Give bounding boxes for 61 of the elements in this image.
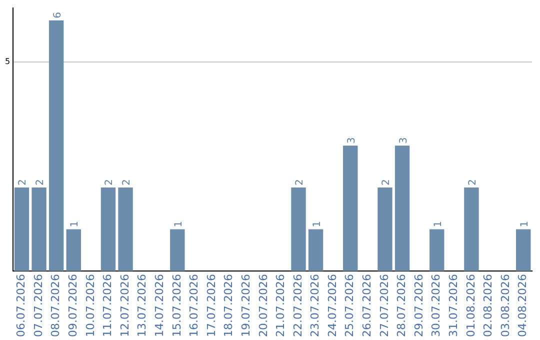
x-tick-label: 02.08.2026 — [482, 274, 495, 338]
data-label: 2 — [122, 179, 133, 186]
x-tick-label: 09.07.2026 — [66, 274, 80, 338]
x-tick-label: 22.07.2026 — [291, 274, 304, 338]
data-label: 1 — [70, 220, 81, 228]
bar — [66, 229, 81, 272]
x-tick-label: 19.07.2026 — [239, 274, 252, 338]
data-label: 1 — [312, 220, 323, 228]
x-tick-label: 25.07.2026 — [343, 274, 356, 338]
x-tick-label: 13.07.2026 — [136, 274, 149, 338]
x-tick-label: 07.07.2026 — [32, 274, 45, 338]
x-tick-label: 31.07.2026 — [447, 274, 460, 338]
x-tick-label: 15.07.2026 — [170, 274, 184, 338]
data-label: 3 — [346, 137, 358, 144]
y-tick-label: 5 — [4, 57, 10, 66]
data-label: 2 — [467, 179, 478, 186]
bar — [170, 229, 185, 272]
x-tick-label: 24.07.2026 — [326, 274, 339, 338]
data-label: 2 — [294, 179, 306, 186]
data-label: 2 — [18, 179, 29, 186]
x-tick-label: 16.07.2026 — [188, 274, 201, 338]
bar — [516, 229, 531, 272]
x-tick-label: 10.07.2026 — [84, 274, 97, 338]
data-label: 6 — [52, 12, 64, 18]
x-tick-label: 06.07.2026 — [14, 274, 28, 338]
bar — [464, 187, 479, 272]
data-label: 1 — [519, 220, 530, 228]
bar — [343, 146, 358, 272]
x-tick-label: 26.07.2026 — [360, 274, 374, 338]
bar — [308, 229, 324, 272]
x-tick-label: 20.07.2026 — [256, 274, 270, 338]
x-tick-label: 21.07.2026 — [274, 274, 288, 338]
x-tick-label: 28.07.2026 — [395, 274, 408, 338]
x-tick-label: 04.08.2026 — [516, 274, 530, 338]
bar — [14, 187, 30, 272]
x-tick-label: 03.08.2026 — [498, 274, 512, 338]
bar — [394, 146, 410, 272]
x-tick-label: 11.07.2026 — [101, 274, 114, 338]
data-label: 2 — [104, 179, 116, 186]
x-tick-label: 30.07.2026 — [430, 274, 443, 338]
x-tick-label: 17.07.2026 — [204, 274, 218, 338]
x-tick-label: 08.07.2026 — [49, 274, 62, 338]
data-label: 3 — [398, 137, 410, 144]
bar — [118, 187, 133, 272]
x-tick-label: 23.07.2026 — [308, 274, 322, 338]
bar — [378, 187, 392, 272]
bar — [430, 229, 444, 272]
x-tick-label: 18.07.2026 — [222, 274, 236, 338]
bar — [291, 187, 306, 272]
bar — [32, 187, 46, 272]
data-label: 2 — [35, 179, 46, 186]
x-tick-label: 14.07.2026 — [152, 274, 166, 338]
data-label: 1 — [432, 220, 444, 228]
x-tick-label: 01.08.2026 — [464, 274, 478, 338]
bar — [48, 20, 64, 272]
x-tick-label: 29.07.2026 — [412, 274, 426, 338]
bar — [100, 187, 116, 272]
x-tick-label: 12.07.2026 — [118, 274, 132, 338]
x-tick-label: 27.07.2026 — [378, 274, 391, 338]
data-label: 1 — [173, 220, 184, 228]
data-label: 2 — [380, 179, 392, 186]
